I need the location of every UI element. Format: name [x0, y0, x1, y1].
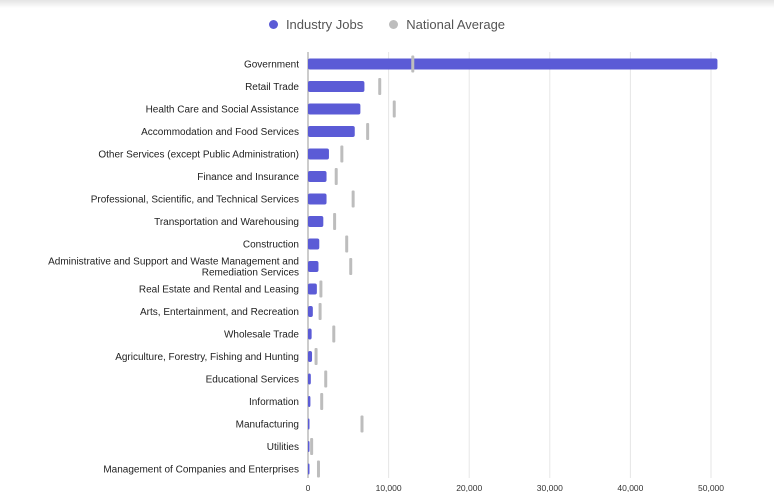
industry-jobs-bar: [308, 283, 317, 295]
national-average-tick: [366, 123, 370, 140]
national-average-tick: [334, 168, 338, 185]
national-average-tick: [320, 393, 324, 410]
category-label: Retail Trade: [245, 82, 299, 93]
category-label: Professional, Scientific, and Technical …: [91, 195, 299, 206]
industry-jobs-bar: [308, 126, 355, 137]
national-average-tick: [411, 55, 415, 73]
legend-dot-industry-jobs: [268, 20, 278, 29]
industry-jobs-bar: [308, 238, 320, 250]
category-label: Manufacturing: [236, 420, 299, 431]
industry-jobs-bar: [308, 418, 310, 430]
category-label: Health Care and Social Assistance: [146, 105, 300, 116]
category-label: Remediation Services: [202, 268, 299, 279]
industry-jobs-bar: [308, 306, 313, 317]
x-tick-label: 50,000: [698, 483, 724, 493]
national-average-tick: [360, 415, 364, 433]
category-label: Other Services (except Public Administra…: [98, 150, 299, 161]
category-label: Construction: [243, 240, 299, 251]
category-label: Agriculture, Forestry, Fishing and Hunti…: [115, 352, 299, 363]
category-label: Information: [249, 397, 299, 408]
industry-jobs-bar: [308, 373, 311, 385]
industry-jobs-bar: [308, 463, 310, 475]
top-shade: [0, 0, 774, 8]
legend-dot-national-average: [389, 20, 399, 29]
x-tick-label: 10,000: [376, 483, 402, 493]
industry-jobs-bar: [308, 216, 324, 227]
national-average-tick: [378, 78, 382, 95]
national-average-tick: [319, 280, 323, 298]
category-label: Management of Companies and Enterprises: [103, 465, 299, 476]
category-label: Real Estate and Rental and Leasing: [139, 285, 299, 296]
national-average-tick: [333, 213, 337, 230]
industry-jobs-bar: [308, 171, 327, 182]
x-tick-label: 40,000: [617, 483, 643, 493]
legend: Industry Jobs National Average: [0, 17, 774, 32]
industry-jobs-bar: [308, 193, 327, 205]
national-average-tick: [316, 460, 320, 478]
industry-jobs-bar: [308, 396, 311, 407]
national-average-tick: [310, 438, 314, 455]
category-label: Wholesale Trade: [224, 330, 299, 341]
industry-jobs-bar: [308, 58, 718, 70]
national-average-tick: [349, 258, 353, 275]
category-label: Arts, Entertainment, and Recreation: [140, 307, 299, 318]
category-label: Accommodation and Food Services: [141, 127, 299, 138]
legend-label-national-average: National Average: [406, 17, 506, 32]
industry-jobs-bar: [308, 441, 310, 452]
national-average-tick: [351, 190, 355, 208]
industry-jobs-bar: [308, 81, 365, 92]
national-average-tick: [340, 145, 344, 163]
x-tick-label: 20,000: [456, 483, 482, 493]
national-average-tick: [324, 370, 328, 388]
national-average-tick: [332, 325, 336, 343]
category-label: Administrative and Support and Waste Man…: [48, 257, 299, 268]
national-average-tick: [392, 100, 396, 118]
x-tick-label: 30,000: [537, 483, 563, 493]
legend-item-industry-jobs[interactable]: Industry Jobs: [268, 17, 364, 32]
legend-label-industry-jobs: Industry Jobs: [285, 17, 364, 32]
industry-jobs-bar: [308, 328, 312, 340]
category-label: Government: [244, 60, 299, 71]
national-average-tick: [345, 235, 349, 253]
legend-item-national-average[interactable]: National Average: [389, 17, 505, 32]
national-average-tick: [314, 348, 318, 365]
category-label: Educational Services: [206, 375, 299, 386]
industry-jobs-bar: [308, 261, 319, 272]
x-tick-label: 0: [306, 483, 311, 493]
category-label: Utilities: [267, 442, 299, 453]
category-label: Transportation and Warehousing: [154, 217, 299, 228]
industry-jobs-bar: [308, 351, 313, 362]
industry-jobs-bar: [308, 148, 329, 160]
industry-jobs-bar: [308, 103, 361, 115]
national-average-tick: [318, 303, 322, 320]
category-label: Finance and Insurance: [197, 172, 299, 183]
